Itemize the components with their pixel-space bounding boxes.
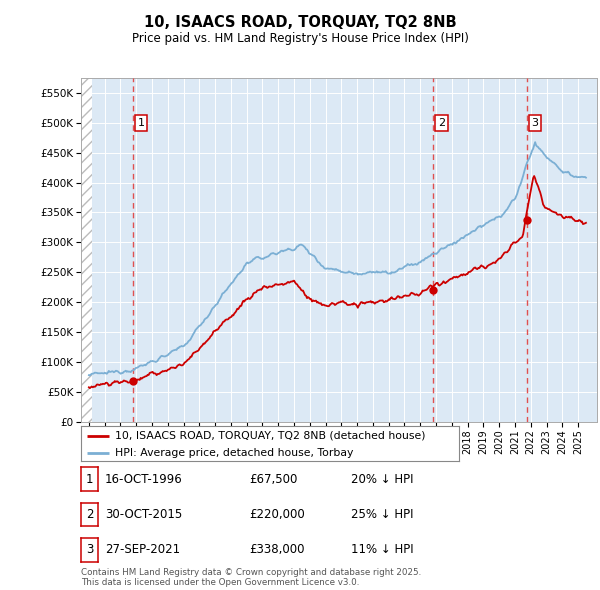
Text: £338,000: £338,000 bbox=[249, 543, 305, 556]
Text: Price paid vs. HM Land Registry's House Price Index (HPI): Price paid vs. HM Land Registry's House … bbox=[131, 32, 469, 45]
Text: 27-SEP-2021: 27-SEP-2021 bbox=[105, 543, 180, 556]
Text: 20% ↓ HPI: 20% ↓ HPI bbox=[351, 473, 413, 486]
Text: £220,000: £220,000 bbox=[249, 508, 305, 521]
Text: 2: 2 bbox=[86, 508, 93, 521]
Text: Contains HM Land Registry data © Crown copyright and database right 2025.
This d: Contains HM Land Registry data © Crown c… bbox=[81, 568, 421, 587]
Text: 1: 1 bbox=[137, 118, 145, 128]
Text: 1: 1 bbox=[86, 473, 93, 486]
Text: 11% ↓ HPI: 11% ↓ HPI bbox=[351, 543, 413, 556]
Text: 3: 3 bbox=[86, 543, 93, 556]
Text: 25% ↓ HPI: 25% ↓ HPI bbox=[351, 508, 413, 521]
Text: HPI: Average price, detached house, Torbay: HPI: Average price, detached house, Torb… bbox=[115, 448, 353, 457]
Text: 10, ISAACS ROAD, TORQUAY, TQ2 8NB: 10, ISAACS ROAD, TORQUAY, TQ2 8NB bbox=[143, 15, 457, 30]
Text: 16-OCT-1996: 16-OCT-1996 bbox=[105, 473, 183, 486]
Text: £67,500: £67,500 bbox=[249, 473, 298, 486]
Text: 30-OCT-2015: 30-OCT-2015 bbox=[105, 508, 182, 521]
Text: 10, ISAACS ROAD, TORQUAY, TQ2 8NB (detached house): 10, ISAACS ROAD, TORQUAY, TQ2 8NB (detac… bbox=[115, 431, 425, 441]
Text: 2: 2 bbox=[438, 118, 445, 128]
Text: 3: 3 bbox=[532, 118, 538, 128]
